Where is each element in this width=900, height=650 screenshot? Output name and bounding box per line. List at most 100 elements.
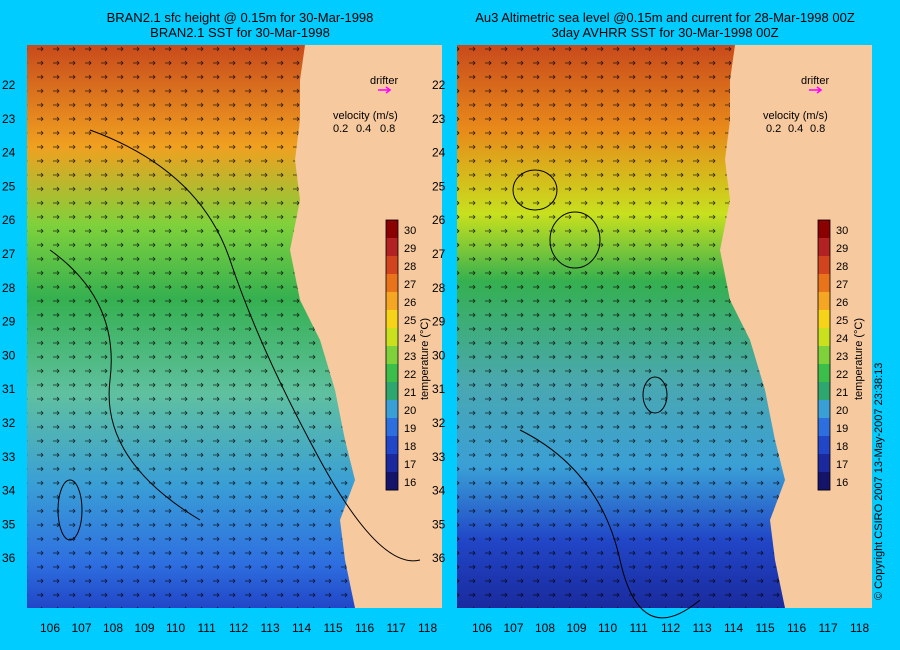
colorbar-tick-label: 21: [404, 387, 416, 399]
right-contour-3: [642, 376, 668, 414]
colorbar-tick-label: 28: [404, 261, 416, 273]
lat-tick-label: 36: [2, 551, 16, 565]
colorbar-swatch: [386, 220, 398, 239]
lon-tick-label: 110: [166, 621, 185, 635]
left-contour-2: [49, 249, 201, 521]
lon-tick-label: 111: [198, 621, 217, 635]
colorbar-tick-label: 21: [836, 387, 848, 399]
right-drifter-icon: [809, 86, 823, 94]
colorbar-tick-label: 26: [404, 297, 416, 309]
lat-tick-label: 35: [2, 517, 16, 531]
right-map: [457, 45, 872, 619]
colorbar-swatch: [818, 310, 830, 329]
lon-tick-label: 117: [819, 621, 838, 635]
lon-tick-label: 108: [535, 621, 555, 635]
colorbar-swatch: [386, 310, 398, 329]
colorbar-swatch: [818, 364, 830, 383]
lon-tick-label: 117: [387, 621, 406, 635]
lon-tick-label: 112: [229, 621, 248, 635]
lon-tick-label: 109: [135, 621, 155, 635]
left-velocity-0.4: 0.4: [356, 123, 371, 135]
lat-tick-label: 29: [2, 315, 16, 329]
lat-tick-label: 27: [2, 247, 16, 261]
colorbar-tick-label: 29: [404, 243, 416, 255]
colorbar-swatch: [386, 238, 398, 257]
left-velocity-0.2: 0.2: [333, 123, 348, 135]
colorbar-swatch: [818, 382, 830, 401]
lat-tick-label: 25: [2, 179, 16, 193]
lon-tick-label: 116: [355, 621, 374, 635]
left-map: [27, 45, 442, 608]
right-title-line2: 3day AVHRR SST for 30-Mar-1998 00Z: [551, 25, 779, 40]
lon-tick-label: 115: [324, 621, 343, 635]
colorbar-tick-label: 19: [836, 423, 848, 435]
colorbar-tick-label: 23: [836, 351, 848, 363]
right-velocity-title: velocity (m/s): [763, 110, 828, 122]
colorbar-tick-label: 20: [404, 405, 416, 417]
lat-tick-label: 22: [432, 78, 446, 92]
lat-tick-label: 23: [432, 112, 446, 126]
right-title-line1: Au3 Altimetric sea level @0.15m and curr…: [475, 10, 855, 25]
lat-tick-label: 35: [432, 517, 446, 531]
lat-tick-label: 24: [2, 146, 16, 160]
copyright-text: © Copyright CSIRO 2007 13-May-2007 23:38…: [873, 362, 885, 600]
lat-tick-label: 32: [432, 416, 446, 430]
colorbar-tick-label: 29: [836, 243, 848, 255]
right-colorbar: 30 29 28 27 26 25 24 23 22 21 20 19 18 17 16: [817, 219, 848, 491]
lat-tick-label: 34: [2, 484, 16, 498]
colorbar-tick-label: 22: [836, 369, 848, 381]
lat-tick-label: 29: [432, 315, 446, 329]
colorbar-tick-label: 18: [836, 441, 848, 453]
colorbar-tick-label: 26: [836, 297, 848, 309]
colorbar-swatch: [386, 418, 398, 437]
right-contour-4: [519, 429, 701, 619]
lon-tick-label: 115: [756, 621, 775, 635]
colorbar-tick-label: 24: [836, 333, 848, 345]
right-contour-2: [549, 211, 601, 269]
left-contour-3: [57, 479, 83, 541]
colorbar-tick-label: 27: [404, 279, 416, 291]
left-title-line2: BRAN2.1 SST for 30-Mar-1998: [150, 25, 330, 40]
lat-tick-label: 34: [432, 484, 446, 498]
lat-tick-label: 25: [432, 179, 446, 193]
lat-tick-label: 32: [2, 416, 16, 430]
lon-tick-label: 113: [261, 621, 280, 635]
colorbar-tick-label: 16: [836, 477, 848, 489]
lat-tick-label: 31: [2, 382, 16, 396]
lon-tick-label: 106: [40, 621, 60, 635]
colorbar-swatch: [818, 400, 830, 419]
colorbar-frame: [385, 219, 399, 491]
colorbar-tick-label: 28: [836, 261, 848, 273]
lat-tick-label: 31: [432, 382, 446, 396]
lat-tick-label: 33: [2, 450, 16, 464]
right-drifter-label: drifter: [801, 75, 829, 87]
left-colorbar-label: temperature (°C): [419, 318, 431, 400]
lat-tick-label: 24: [432, 146, 446, 160]
colorbar-swatch: [818, 328, 830, 347]
colorbar-tick-label: 25: [404, 315, 416, 327]
lon-tick-label: 114: [724, 621, 743, 635]
left-title-line1: BRAN2.1 sfc height @ 0.15m for 30-Mar-19…: [106, 10, 374, 25]
right-lon-axis: 106 107 108 109 110 111 112 113 114 115 116 117 118: [472, 621, 869, 635]
colorbar-swatch: [386, 364, 398, 383]
colorbar-tick-label: 19: [404, 423, 416, 435]
left-velocity-0.8: 0.8: [380, 123, 395, 135]
lat-tick-label: 30: [432, 348, 446, 362]
lat-tick-label: 22: [2, 78, 16, 92]
lat-tick-label: 23: [2, 112, 16, 126]
lon-tick-label: 112: [661, 621, 680, 635]
lon-tick-label: 113: [693, 621, 712, 635]
colorbar-swatch: [818, 292, 830, 311]
left-drifter-label: drifter: [370, 75, 398, 87]
left-drifter-icon: [378, 86, 392, 94]
lat-tick-label: 28: [2, 281, 16, 295]
colorbar-frame: [817, 219, 831, 491]
lat-tick-label: 30: [2, 348, 16, 362]
colorbar-swatch: [386, 436, 398, 455]
lat-tick-label: 33: [432, 450, 446, 464]
colorbar-tick-label: 30: [836, 225, 848, 237]
left-panel-title: BRAN2.1 sfc height @ 0.15m for 30-Mar-19…: [60, 10, 420, 40]
colorbar-swatch: [818, 274, 830, 293]
right-panel-title: Au3 Altimetric sea level @0.15m and curr…: [430, 10, 900, 40]
lon-tick-label: 118: [850, 621, 869, 635]
